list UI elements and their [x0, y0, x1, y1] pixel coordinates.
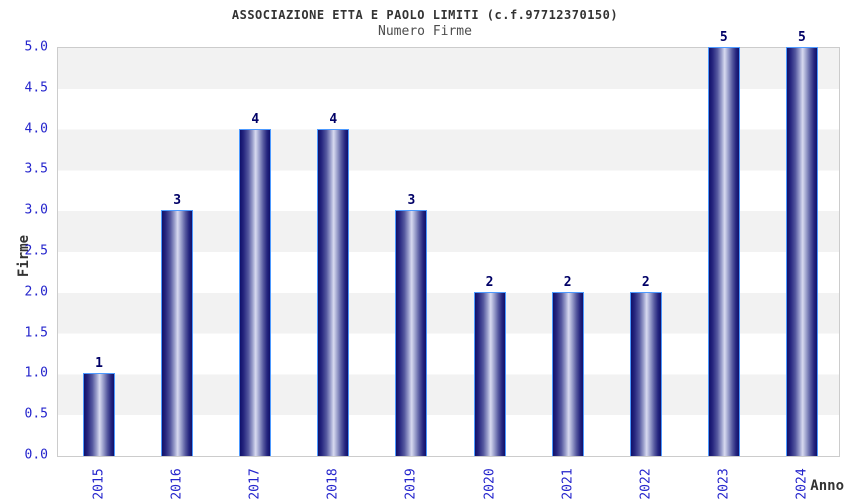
- y-tick-label-5.0: 5.0: [24, 39, 48, 55]
- chart-title: ASSOCIAZIONE ETTA E PAOLO LIMITI (c.f.97…: [231, 8, 619, 22]
- bar-2022: [629, 291, 662, 456]
- bar-value-label-2017: 4: [251, 111, 260, 127]
- y-tick-label-1.0: 1.0: [24, 365, 48, 381]
- bar-2020: [473, 291, 506, 456]
- x-tick-label-2018: 2018: [325, 468, 341, 500]
- bar-value-label-2016: 3: [173, 193, 182, 209]
- bar-value-label-2018: 4: [329, 111, 338, 127]
- bar-2017: [239, 128, 272, 456]
- bar-2018: [317, 128, 350, 456]
- bar-2016: [161, 210, 194, 456]
- y-tick-label-3.0: 3.0: [24, 202, 48, 218]
- bar-value-label-2019: 3: [407, 193, 416, 209]
- x-axis-title: Anno: [810, 478, 844, 494]
- y-tick-label-1.5: 1.5: [24, 325, 48, 341]
- x-tick-label-2015: 2015: [91, 468, 107, 500]
- bar-2015: [83, 373, 116, 456]
- x-tick-label-2022: 2022: [638, 468, 654, 500]
- y-tick-label-2.0: 2.0: [24, 284, 48, 300]
- bar-value-label-2015: 1: [95, 356, 103, 372]
- x-tick-label-2019: 2019: [403, 468, 419, 500]
- bar-2021: [551, 291, 584, 456]
- y-tick-label-0.0: 0.0: [24, 447, 48, 463]
- y-tick-label-4.0: 4.0: [24, 121, 48, 137]
- y-tick-label-4.5: 4.5: [24, 80, 48, 96]
- bar-value-label-2023: 5: [719, 30, 728, 45]
- bar-value-label-2022: 2: [641, 274, 650, 290]
- y-tick-label-0.5: 0.5: [24, 406, 48, 422]
- bar-value-label-2021: 2: [563, 274, 572, 290]
- x-tick-label-2020: 2020: [482, 468, 498, 500]
- bar-value-label-2024: 5: [798, 30, 806, 45]
- x-tick-label-2016: 2016: [169, 468, 185, 500]
- chart-subtitle: Numero Firme: [378, 24, 472, 39]
- bar-2023: [707, 47, 740, 456]
- x-tick-label-2017: 2017: [247, 468, 263, 500]
- x-tick-label-2021: 2021: [560, 468, 576, 500]
- x-tick-label-2024: 2024: [794, 468, 810, 500]
- y-tick-label-2.5: 2.5: [24, 243, 48, 259]
- bar-2019: [395, 210, 428, 456]
- y-tick-label-3.5: 3.5: [24, 161, 48, 177]
- bar-value-label-2020: 2: [485, 274, 494, 290]
- x-tick-label-2023: 2023: [716, 468, 732, 500]
- bar-2024: [785, 47, 818, 456]
